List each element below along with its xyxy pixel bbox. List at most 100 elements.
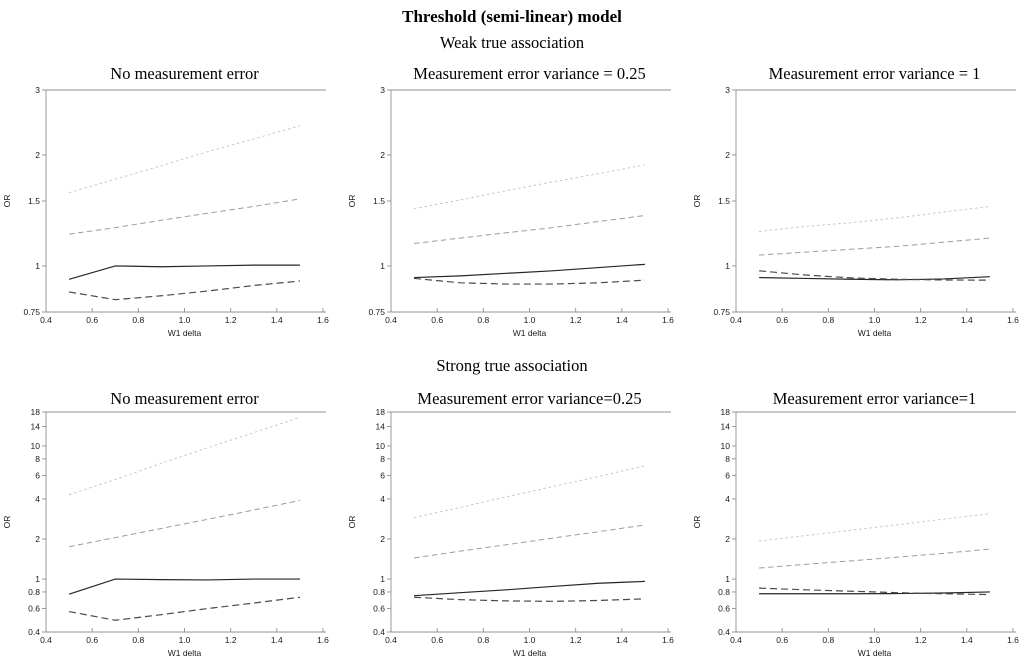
y-tick-label: 1.5 — [373, 196, 385, 206]
y-tick-label: 8 — [35, 454, 40, 464]
panel-weak-error-variance-1: 0.75 1 1.5 2 3 0.4 0.6 0.8 1.0 1.2 1.4 1.6 Measureme… — [692, 64, 1019, 338]
y-tick-label: 2 — [725, 534, 730, 544]
x-tick-label: 1.4 — [961, 635, 973, 645]
y-tick-label: 2 — [380, 150, 385, 160]
x-tick-label: 1.2 — [915, 315, 927, 325]
y-tick-label: 10 — [376, 441, 386, 451]
x-tick-label: 1.4 — [961, 315, 973, 325]
y-tick-label: 0.8 — [373, 587, 385, 597]
row-subtitle-strong: Strong true association — [436, 356, 588, 375]
panel-title: No measurement error — [110, 389, 259, 408]
x-tick-label: 1.2 — [225, 635, 237, 645]
x-tick-label: 1.2 — [915, 635, 927, 645]
y-tick-label: 1 — [380, 574, 385, 584]
y-tick-label: 1.5 — [718, 196, 730, 206]
y-tick-label: 0.6 — [718, 604, 730, 614]
panel-title: Measurement error variance = 1 — [769, 64, 981, 83]
x-tick-label: 1.2 — [570, 635, 582, 645]
x-tick-label: 0.4 — [730, 635, 742, 645]
row-subtitle-weak: Weak true association — [439, 33, 585, 52]
y-tick-label: 8 — [725, 454, 730, 464]
series-solid-black — [759, 591, 990, 595]
y-tick-label: 18 — [721, 407, 731, 417]
x-tick-label: 0.8 — [132, 315, 144, 325]
y-tick-label: 1 — [35, 261, 40, 271]
series-lower-dashed-dark — [414, 596, 645, 602]
x-tick-label: 1.0 — [869, 635, 881, 645]
y-tick-label: 2 — [35, 534, 40, 544]
series-upper-dashed-gray — [759, 237, 990, 256]
y-tick-label: 14 — [31, 422, 41, 432]
y-tick-label: 0.75 — [23, 307, 40, 317]
x-tick-label: 0.6 — [86, 635, 98, 645]
x-tick-label: 1.4 — [616, 315, 628, 325]
y-axis-label: OR — [692, 195, 702, 208]
x-tick-label: 0.8 — [822, 315, 834, 325]
panel-strong-error-variance-1: 0.4 0.6 0.8 1 2 4 6 8 10 14 18 0.4 0.6 0.8 1.0 1.2 1.4 1.… — [692, 389, 1019, 658]
x-axis-label: W1 delta — [858, 648, 892, 658]
series-solid-black — [68, 264, 300, 280]
y-axis-label: OR — [692, 516, 702, 529]
x-tick-label: 1.2 — [225, 315, 237, 325]
panel-strong-error-variance-0.25: 0.4 0.6 0.8 1 2 4 6 8 10 14 18 0.4 0.6 0.8 1.0 1.2 1.4 1.… — [347, 389, 674, 658]
series-upper-dashed-gray — [69, 198, 301, 235]
y-tick-label: 0.75 — [368, 307, 385, 317]
y-tick-label: 2 — [35, 150, 40, 160]
y-tick-label: 0.4 — [373, 627, 385, 637]
x-tick-label: 0.8 — [477, 315, 489, 325]
x-tick-label: 1.2 — [570, 315, 582, 325]
figure-title: Threshold (semi-linear) model — [402, 7, 622, 26]
panel-strong-no-measurement-error: 0.4 0.6 0.8 1 2 4 6 8 10 14 18 0.4 0.6 0.8 1.0 1.2 1.4 1.… — [2, 389, 329, 658]
y-tick-label: 8 — [380, 454, 385, 464]
y-tick-label: 4 — [35, 494, 40, 504]
y-tick-label: 1.5 — [28, 196, 40, 206]
series-solid-black — [759, 276, 990, 281]
series-upper-dotted-light — [413, 164, 646, 210]
y-tick-label: 0.6 — [28, 604, 40, 614]
x-tick-label: 0.4 — [40, 315, 52, 325]
y-tick-label: 0.4 — [28, 627, 40, 637]
x-tick-label: 1.6 — [662, 315, 674, 325]
y-tick-label: 2 — [380, 534, 385, 544]
series-upper-dotted-light — [759, 513, 990, 542]
panel-title: No measurement error — [110, 64, 259, 83]
panel-title: Measurement error variance=0.25 — [417, 389, 641, 408]
y-tick-label: 10 — [31, 441, 41, 451]
series-solid-black — [68, 578, 300, 595]
x-axis-label: W1 delta — [168, 328, 202, 338]
x-tick-label: 0.4 — [385, 315, 397, 325]
series-upper-dotted-light — [413, 465, 646, 518]
x-tick-label: 1.6 — [1007, 635, 1019, 645]
y-tick-label: 18 — [31, 407, 41, 417]
x-axis-label: W1 delta — [513, 648, 547, 658]
x-tick-label: 0.8 — [822, 635, 834, 645]
series-upper-dotted-light — [759, 205, 990, 232]
y-tick-label: 1 — [380, 261, 385, 271]
y-axis-label: OR — [347, 516, 357, 529]
x-tick-label: 0.6 — [86, 315, 98, 325]
x-tick-label: 1.4 — [271, 635, 283, 645]
y-tick-label: 4 — [725, 494, 730, 504]
series-upper-dotted-light — [68, 416, 301, 496]
panel-title: Measurement error variance = 0.25 — [413, 64, 645, 83]
x-tick-label: 0.8 — [132, 635, 144, 645]
series-lower-dashed-dark — [414, 277, 645, 285]
panel-title: Measurement error variance=1 — [773, 389, 977, 408]
x-tick-label: 1.0 — [869, 315, 881, 325]
x-tick-label: 0.4 — [730, 315, 742, 325]
x-tick-label: 1.6 — [317, 315, 329, 325]
x-tick-label: 1.0 — [179, 315, 191, 325]
x-tick-label: 1.0 — [524, 635, 536, 645]
x-axis-label: W1 delta — [858, 328, 892, 338]
series-lower-dashed-dark — [68, 596, 300, 621]
y-tick-label: 1 — [725, 574, 730, 584]
x-tick-label: 0.6 — [431, 635, 443, 645]
x-tick-label: 1.4 — [616, 635, 628, 645]
y-tick-label: 4 — [380, 494, 385, 504]
y-tick-label: 2 — [725, 150, 730, 160]
panel-row-strong: 0.4 0.6 0.8 1 2 4 6 8 10 14 18 0.4 0.6 0.8 1.0 1.2 1.4 1.… — [0, 384, 1024, 667]
y-tick-label: 1 — [725, 261, 730, 271]
x-tick-label: 1.6 — [317, 635, 329, 645]
x-axis-label: W1 delta — [513, 328, 547, 338]
